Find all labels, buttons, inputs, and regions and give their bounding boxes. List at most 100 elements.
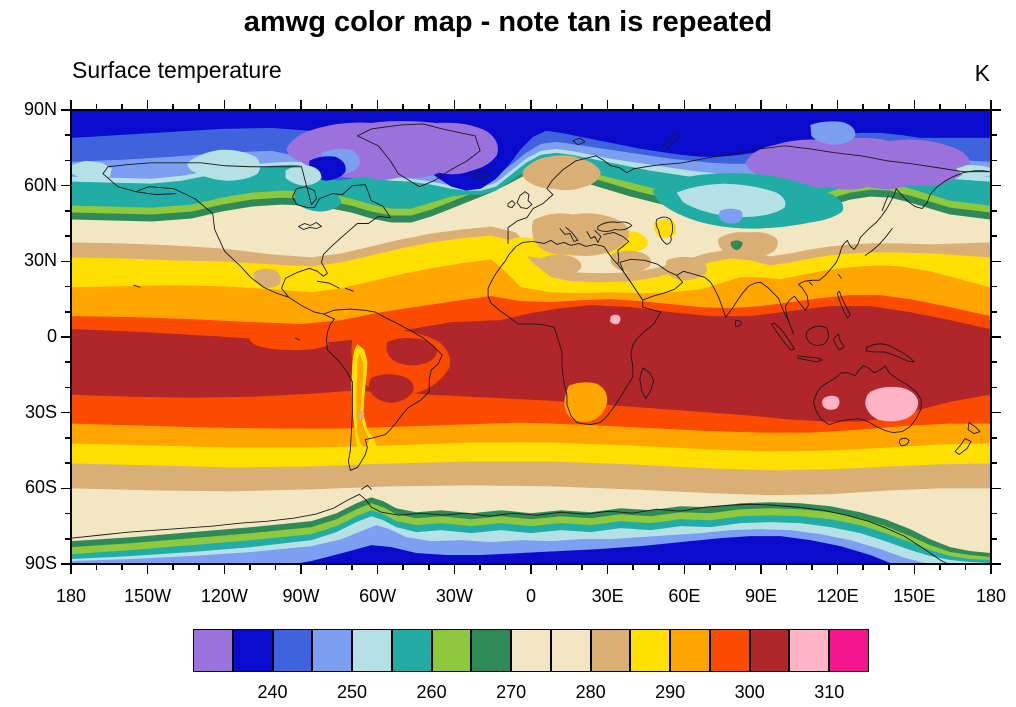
coastline-uk-ireland — [507, 191, 533, 210]
y-axis-tick — [991, 159, 997, 162]
contour-fill-235-240K-antarctic — [72, 536, 990, 563]
contour-patch-pink-australia — [865, 386, 919, 422]
contour-pocket-bering-west — [72, 160, 112, 179]
y-axis-tick — [991, 386, 997, 389]
x-axis-tick — [300, 100, 302, 110]
y-axis-tick-label: 30N — [23, 250, 57, 271]
coastline-philippines — [836, 290, 851, 319]
y-axis-tick — [991, 134, 997, 136]
x-axis-tick-label: 30W — [435, 586, 473, 606]
y-axis-tick-label: 0 — [46, 326, 57, 346]
coastline-cuba — [317, 280, 354, 292]
x-axis-tick — [709, 104, 711, 110]
coastline-borneo — [805, 325, 829, 346]
y-axis-tick — [991, 311, 997, 313]
coastline-south-america — [323, 308, 443, 471]
y-axis-tick-label: 30S — [24, 401, 57, 422]
x-axis-tick — [249, 564, 251, 570]
x-axis-tick — [990, 100, 992, 110]
coastline-tasmania — [898, 437, 910, 447]
x-axis-tick — [274, 564, 277, 570]
colorbar-tick-label: 270 — [496, 682, 527, 702]
x-axis-tick — [632, 564, 634, 570]
x-axis-tick — [581, 104, 583, 110]
contour-patch-pink-waustralia — [822, 395, 840, 410]
x-axis-tick — [913, 564, 916, 574]
y-axis-tick — [991, 109, 1001, 111]
x-axis-tick — [479, 564, 481, 570]
colorbar-box-2 — [272, 629, 313, 672]
x-axis-tick — [325, 104, 328, 110]
x-axis-tick — [428, 104, 430, 110]
coastline-great-lakes — [298, 222, 322, 230]
coastline-caspian — [655, 216, 674, 245]
y-axis-tick — [61, 260, 71, 263]
y-axis-tick — [65, 134, 71, 136]
y-axis-tick-label: 90S — [24, 553, 57, 573]
colorbar-tick-label: 310 — [814, 682, 845, 702]
x-axis-tick — [325, 564, 328, 570]
x-axis-tick — [862, 104, 864, 110]
x-axis-tick — [939, 564, 941, 570]
x-axis-tick — [402, 564, 404, 570]
contour-patch-tan-mexico — [253, 268, 281, 288]
coastline-australia — [812, 365, 922, 434]
colorbar-tick-label: 250 — [337, 682, 368, 702]
x-axis-tick — [351, 564, 353, 570]
x-axis-tick-label: 120E — [816, 586, 859, 606]
x-axis-tick — [453, 564, 456, 574]
x-axis-tick — [453, 100, 456, 110]
contour-patch-andes-orange — [356, 353, 370, 448]
y-axis-tick — [65, 285, 71, 288]
x-axis-tick — [785, 104, 788, 110]
y-axis-tick — [991, 210, 997, 212]
y-axis-tick — [61, 336, 71, 338]
x-axis-tick — [121, 104, 123, 110]
contour-lobe-teal-quebec — [294, 187, 342, 212]
x-axis-tick — [939, 104, 941, 110]
x-axis-tick — [504, 564, 507, 570]
y-axis-tick-label: 60N — [23, 174, 57, 195]
x-axis-tick-label: 60E — [668, 586, 701, 606]
x-axis-tick — [836, 100, 839, 110]
x-axis-tick — [274, 104, 277, 110]
x-axis-tick — [351, 104, 353, 110]
x-axis-tick — [581, 564, 583, 570]
x-axis-tick-label: 30E — [591, 586, 624, 606]
x-axis-tick — [632, 104, 634, 110]
colorbar-tick-label: 240 — [257, 682, 288, 702]
x-axis-tick — [888, 104, 890, 110]
y-axis-tick — [65, 437, 71, 439]
colorbar-box-4 — [352, 629, 392, 672]
colorbar-box-16 — [829, 629, 869, 672]
coastline-sumatra-java — [771, 322, 823, 363]
y-axis-tick — [65, 361, 71, 363]
colorbar-box-10 — [590, 629, 631, 672]
colorbar-box-5 — [391, 629, 432, 672]
x-axis-tick-label: 150E — [893, 586, 936, 606]
y-axis-tick — [61, 411, 71, 414]
x-axis-tick — [913, 100, 916, 110]
y-axis-tick — [65, 235, 71, 237]
x-axis-tick — [223, 100, 226, 110]
y-axis-tick — [61, 184, 71, 187]
y-axis-tick — [65, 512, 71, 515]
contour-patch-tan-sahara-2 — [610, 250, 652, 273]
x-axis-tick — [70, 100, 72, 110]
coastline-sri-lanka — [735, 319, 742, 327]
x-axis-tick — [376, 100, 379, 110]
contour-patch-epacific-tongue — [249, 335, 330, 351]
x-axis-tick — [836, 564, 839, 574]
coastline-iceland — [473, 170, 491, 180]
coastline-taiwan-hainan — [808, 273, 842, 286]
contour-lobe-cyan-siberia — [676, 183, 786, 218]
coastline-japan — [864, 195, 893, 256]
y-axis-tick — [991, 285, 997, 288]
contour-patch-pink-sudan — [609, 314, 621, 325]
y-axis-tick — [61, 487, 71, 490]
x-axis-tick-label: 180 — [55, 586, 87, 606]
colorbar-box-14 — [749, 629, 790, 672]
contour-patch-tan-tibet — [718, 232, 778, 257]
y-axis-tick — [991, 462, 997, 464]
